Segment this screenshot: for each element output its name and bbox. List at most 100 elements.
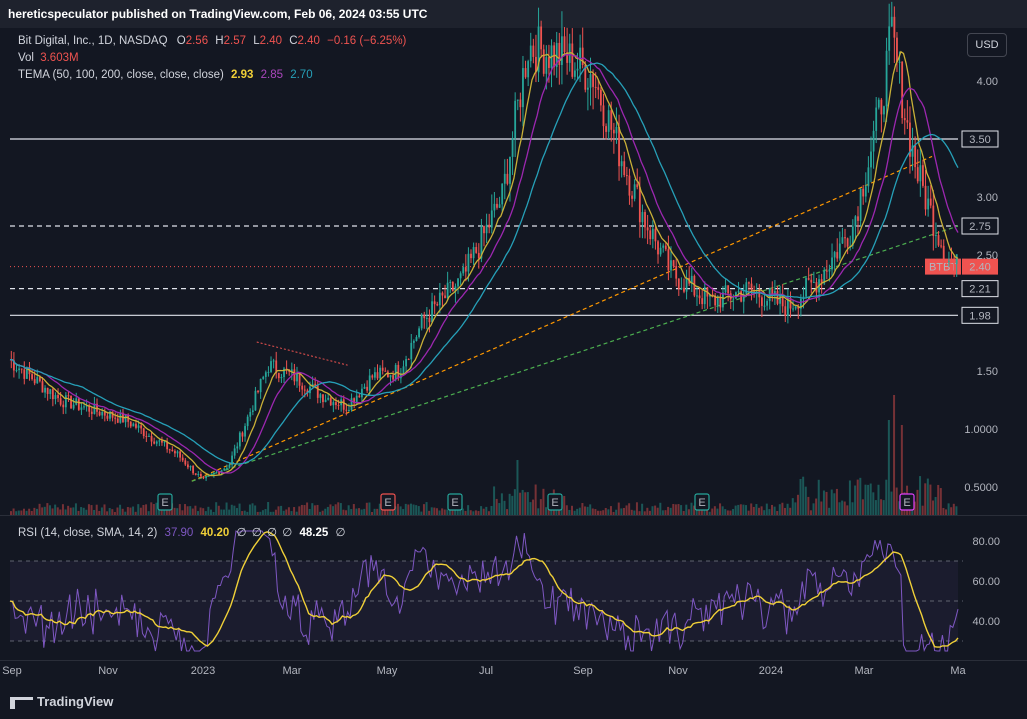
candle-body	[844, 237, 846, 239]
volume-bar	[625, 505, 628, 515]
candle-body	[25, 367, 28, 379]
candle-body	[275, 360, 278, 373]
volume-bar	[246, 511, 249, 515]
volume-bar	[287, 507, 290, 515]
candle-body	[129, 421, 132, 427]
candle-body	[470, 253, 472, 259]
volume-bar	[495, 498, 498, 515]
candle-body	[545, 57, 548, 74]
volume-bar	[934, 496, 937, 515]
volume-bar	[804, 486, 807, 515]
candle-body	[893, 16, 896, 38]
volume-bar	[20, 510, 23, 515]
pane-separator	[0, 515, 1027, 516]
volume-bar	[848, 480, 851, 515]
volume-bar	[745, 505, 748, 515]
tema100-value: 2.85	[260, 69, 284, 81]
currency-button[interactable]: USD	[967, 33, 1007, 57]
candle-body	[135, 423, 137, 428]
candle-body	[763, 305, 766, 307]
candle-body	[12, 360, 15, 371]
volume-bar	[365, 502, 368, 515]
volume-bar	[207, 506, 210, 515]
volume-bar	[254, 505, 257, 515]
volume-bar	[693, 505, 696, 515]
candle-body	[901, 61, 904, 119]
tema-100-line	[9, 53, 959, 474]
volume-bar	[867, 484, 870, 515]
candle-body	[857, 216, 859, 221]
candle-body	[394, 364, 397, 380]
candle-body	[67, 395, 70, 397]
volume-bar	[503, 500, 506, 515]
volume-bar	[352, 504, 355, 515]
volume-bar	[591, 508, 594, 515]
candle-body	[233, 448, 236, 456]
candle-body	[685, 278, 688, 292]
volume-bar	[30, 510, 33, 515]
volume-bar	[532, 499, 535, 515]
level-price-tag	[961, 280, 999, 298]
volume-bar	[430, 507, 433, 515]
candle-body	[633, 184, 636, 199]
high-value: 2.57	[223, 35, 246, 47]
volume-bar	[493, 486, 496, 515]
volume-bar	[412, 504, 415, 515]
candle-body	[283, 368, 285, 378]
candle-body	[605, 126, 607, 132]
volume-bar	[654, 505, 657, 515]
candle-body	[810, 279, 813, 283]
candle-body	[368, 375, 371, 391]
volume-bar	[189, 506, 192, 515]
volume-bar	[680, 505, 683, 515]
volume-bar	[77, 510, 80, 515]
volume-bar	[69, 507, 72, 515]
volume-bar	[942, 507, 945, 515]
candle-body	[602, 105, 605, 127]
candle-body	[924, 185, 927, 210]
volume-bar	[72, 507, 75, 515]
candle-body	[202, 476, 205, 479]
candle-body	[72, 404, 75, 409]
candle-body	[885, 50, 888, 107]
candle-body	[59, 398, 62, 405]
candle-body	[311, 383, 314, 387]
candle-body	[270, 361, 272, 372]
candle-body	[737, 291, 740, 293]
time-axis-tick: Nov	[668, 665, 688, 677]
time-axis-line	[0, 660, 1027, 661]
candle-body	[594, 86, 597, 88]
volume-bar	[602, 510, 605, 515]
candle-body	[18, 368, 20, 371]
volume-bar	[191, 508, 194, 515]
level-price-tag	[961, 130, 999, 148]
volume-bar	[74, 503, 77, 515]
volume-bar	[799, 479, 802, 515]
candle-body	[444, 295, 446, 299]
volume-bar	[38, 503, 41, 515]
volume-bar	[719, 503, 722, 515]
candle-body	[511, 138, 514, 157]
candle-body	[833, 252, 836, 258]
volume-bar	[48, 505, 51, 515]
orange-trendline	[191, 155, 933, 482]
volume-bar	[573, 510, 576, 515]
candle-body	[381, 367, 384, 371]
volume-bar	[809, 510, 812, 515]
volume-bar	[184, 504, 187, 515]
volume-bar	[739, 504, 742, 515]
volume-bar	[726, 510, 729, 515]
candle-body	[23, 369, 26, 379]
candle-body	[376, 372, 379, 379]
volume-bar	[913, 501, 916, 515]
volume-bar	[724, 509, 727, 515]
candle-body	[298, 373, 301, 386]
volume-bar	[371, 511, 374, 515]
volume-bar	[282, 510, 285, 515]
volume-bar	[243, 510, 246, 515]
candle-body	[36, 377, 39, 384]
candle-body	[732, 298, 735, 300]
candle-body	[646, 227, 649, 231]
volume-bar	[539, 499, 542, 515]
